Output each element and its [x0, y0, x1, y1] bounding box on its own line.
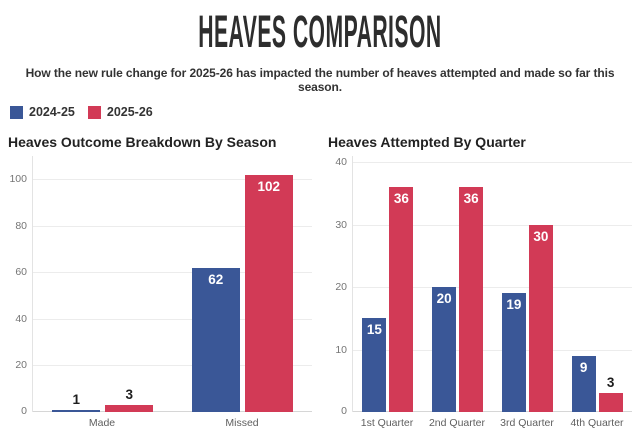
bar-2024-25-3rd-quarter: 19 — [501, 293, 526, 412]
chart-heaves-attempted-by-quarter: Heaves Attempted By Quarter 0 10 20 30 40 15… — [328, 134, 632, 429]
plot-area: 1 3 62 102 — [32, 156, 312, 412]
page-title: HEAVES COMPARISON — [198, 6, 442, 57]
gridline-y-10 — [353, 350, 632, 351]
gridline-y-30 — [353, 225, 632, 226]
gridline-y-40 — [33, 319, 312, 320]
y-tick-label-20: 20 — [335, 281, 347, 293]
y-tick-label-10: 10 — [335, 344, 347, 356]
y-axis: 0 20 40 60 80 100 — [8, 156, 32, 417]
bar-2025-26-2nd-quarter: 36 — [459, 187, 484, 412]
bar-value-label: 36 — [463, 191, 479, 206]
y-axis: 0 10 20 30 40 — [328, 156, 352, 417]
header: HEAVES COMPARISON — [0, 9, 640, 54]
bar-2025-26-missed: 102 — [244, 175, 293, 412]
gridline-y-20 — [353, 287, 632, 288]
bar-groups: 1 3 62 102 — [33, 156, 312, 412]
chart-heaves-outcome-by-season: Heaves Outcome Breakdown By Season 0 20 40… — [8, 134, 312, 429]
y-tick-label-40: 40 — [335, 156, 347, 168]
x-category-label-4th-quarter: 4th Quarter — [570, 417, 624, 429]
bar-value-label: 9 — [579, 360, 588, 375]
chart-body: 0 20 40 60 80 100 1 3 62 102 Made Missed — [8, 156, 312, 429]
x-axis: 1st Quarter 2nd Quarter 3rd Quarter 4th Qua… — [352, 417, 632, 429]
bar-2025-26-made: 3 — [105, 388, 154, 412]
bar-2024-25-missed: 62 — [191, 268, 240, 412]
gridline-y-0 — [353, 411, 632, 412]
gridline-y-40 — [353, 162, 632, 163]
gridline-y-60 — [33, 272, 312, 273]
legend: 2024-25 2025-26 — [10, 105, 640, 119]
bar-value-label: 36 — [393, 191, 409, 206]
bar-value-label: 15 — [366, 322, 382, 337]
bar-2024-25-4th-quarter: 9 — [571, 356, 596, 412]
gridline-y-100 — [33, 179, 312, 180]
legend-label-2025-26: 2025-26 — [106, 105, 153, 119]
x-category-label-3rd-quarter: 3rd Quarter — [500, 417, 554, 429]
gridline-y-20 — [33, 365, 312, 366]
x-category-label-missed: Missed — [225, 417, 259, 429]
y-tick-label-40: 40 — [15, 313, 27, 325]
bar-2024-25-made: 1 — [52, 393, 101, 412]
legend-label-2024-25: 2024-25 — [29, 105, 75, 119]
legend-swatch-2025-26 — [87, 105, 101, 119]
bar-group-2nd-quarter: 20 36 — [432, 187, 484, 412]
infographic-root: { "header": { "title": "HEAVES COMPARISO… — [0, 9, 640, 446]
x-category-label-1st-quarter: 1st Quarter — [360, 417, 414, 429]
legend-item-2024-25: 2024-25 — [10, 105, 75, 119]
x-category-label-made: Made — [88, 417, 116, 429]
plot-area: 15 36 20 36 19 30 9 3 — [352, 156, 632, 412]
y-tick-label-0: 0 — [341, 405, 347, 417]
bar-value-label: 30 — [533, 229, 549, 244]
page-subtitle: How the new rule change for 2025-26 has … — [25, 66, 615, 94]
gridline-y-80 — [33, 226, 312, 227]
chart-body: 0 10 20 30 40 15 36 20 36 19 30 9 3 1st Quarter 2nd … — [328, 156, 632, 429]
legend-item-2025-26: 2025-26 — [87, 105, 153, 119]
bar-2025-26-4th-quarter: 3 — [598, 376, 623, 412]
x-category-label-2nd-quarter: 2nd Quarter — [428, 417, 486, 429]
x-axis: Made Missed — [32, 417, 312, 429]
bar-group-missed: 62 102 — [191, 175, 293, 412]
charts-row: Heaves Outcome Breakdown By Season 0 20 40… — [8, 134, 632, 429]
bar-groups: 15 36 20 36 19 30 9 3 — [353, 156, 632, 412]
bar-2024-25-1st-quarter: 15 — [362, 318, 387, 412]
plot-column: 1 3 62 102 Made Missed — [32, 156, 312, 429]
bar-value-label: 102 — [257, 179, 281, 194]
bar-2024-25-2nd-quarter: 20 — [432, 287, 457, 412]
legend-swatch-2024-25 — [10, 105, 23, 119]
chart-title: Heaves Attempted By Quarter — [328, 134, 526, 150]
bar-2025-26-3rd-quarter: 30 — [528, 225, 553, 412]
y-tick-label-20: 20 — [15, 359, 27, 371]
y-tick-label-0: 0 — [21, 405, 27, 417]
chart-title: Heaves Outcome Breakdown By Season — [8, 134, 277, 150]
plot-column: 15 36 20 36 19 30 9 3 1st Quarter 2nd Quarter 3rd… — [352, 156, 632, 429]
y-tick-label-30: 30 — [335, 219, 347, 231]
y-tick-label-100: 100 — [9, 173, 27, 185]
bar-value-label: 20 — [436, 291, 452, 306]
y-tick-label-80: 80 — [15, 220, 27, 232]
bar-group-1st-quarter: 15 36 — [362, 187, 414, 412]
bar-2025-26-1st-quarter: 36 — [389, 187, 414, 412]
bar-value-label: 1 — [72, 392, 80, 407]
y-tick-label-60: 60 — [15, 266, 27, 278]
bar-value-label: 62 — [208, 272, 224, 287]
bar-value-label: 3 — [125, 387, 133, 402]
bar-value-label: 3 — [606, 375, 615, 390]
bar-value-label: 19 — [506, 297, 522, 312]
bar-group-3rd-quarter: 19 30 — [501, 225, 553, 412]
gridline-y-0 — [33, 411, 312, 412]
